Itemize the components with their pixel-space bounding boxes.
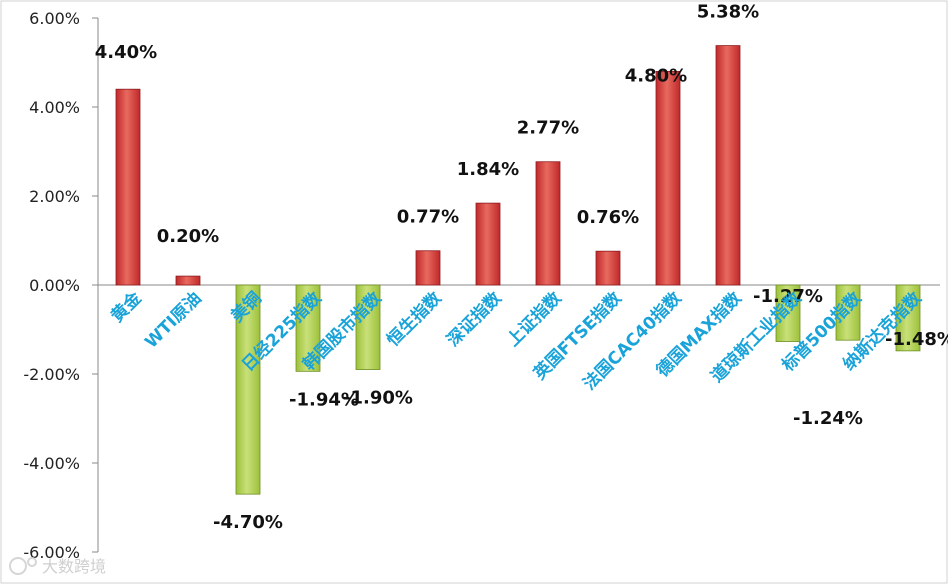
data-label-14: -1.48% [885,329,948,350]
data-label-1: 4.40% [95,42,157,63]
watermark-logo-icon [9,557,27,575]
bar-14 [895,284,921,352]
y-tick-label: -6.00% [23,543,80,562]
data-label-2: 0.20% [157,226,219,247]
watermark-text: 大数跨境 [42,557,106,576]
watermark: 大数跨境 [9,557,106,576]
bar-6 [415,250,441,286]
bar-2 [175,275,201,286]
bar-13 [835,284,861,341]
data-labels-group: 4.40% 0.20% -4.70% -1.94%-1.90% 0.77% 1.84% 2.… [95,2,948,534]
data-label-8: 2.77% [517,118,579,139]
bar-8 [535,161,561,286]
y-tick-label: 6.00% [29,9,80,28]
data-label-12: -1.27% [753,286,823,307]
bar-4 [295,284,321,372]
bar-9 [595,250,621,286]
data-label-7: 1.84% [457,159,519,180]
data-label-9: 0.76% [577,207,639,228]
bar-5 [355,284,381,370]
y-tick-label: -4.00% [23,454,80,473]
data-label-11: 5.38% [697,2,759,23]
y-tick-label: 0.00% [29,276,80,295]
y-tick-label: 2.00% [29,187,80,206]
y-tick-label: 4.00% [29,98,80,117]
bar-1 [115,88,141,286]
data-label-3: -4.70% [213,512,283,533]
bar-3 [235,284,261,495]
y-tick-label: -2.00% [23,365,80,384]
bar-12 [775,284,801,342]
bar-11 [715,45,741,286]
watermark-logo-icon-dot [27,557,37,567]
data-label-4: -1.94% [289,389,359,410]
bar-10 [655,71,681,286]
data-label-10: 4.80% [625,65,687,86]
bars-group [115,45,921,495]
data-label-6: 0.77% [397,207,459,228]
bar-7 [475,202,501,286]
data-label-5: -1.90% [343,388,413,409]
y-axis: 6.00% 4.00% 2.00% 0.00% -2.00% -4.00% -6.00% [23,9,940,562]
data-label-13: -1.24% [793,408,863,429]
